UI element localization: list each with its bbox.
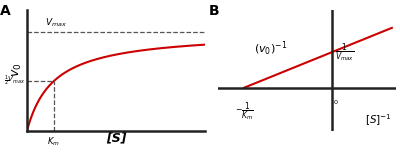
Text: $K_m$: $K_m$: [47, 135, 60, 148]
Text: $^0$: $^0$: [333, 100, 338, 109]
Text: $\frac{1}{2}V_{max}$: $\frac{1}{2}V_{max}$: [4, 74, 25, 88]
Text: A: A: [0, 4, 11, 18]
Text: $[S]^{-1}$: $[S]^{-1}$: [366, 112, 392, 128]
Text: $-\dfrac{1}{K_m}$: $-\dfrac{1}{K_m}$: [235, 100, 254, 122]
Y-axis label: $v_0$: $v_0$: [11, 63, 24, 78]
Text: $V_{max}$: $V_{max}$: [45, 16, 67, 29]
Text: $\dfrac{1}{V_{max}}$: $\dfrac{1}{V_{max}}$: [335, 41, 354, 63]
Text: $(v_0)^{-1}$: $(v_0)^{-1}$: [254, 40, 288, 58]
Text: B: B: [209, 4, 220, 18]
X-axis label: [S]: [S]: [106, 132, 126, 145]
